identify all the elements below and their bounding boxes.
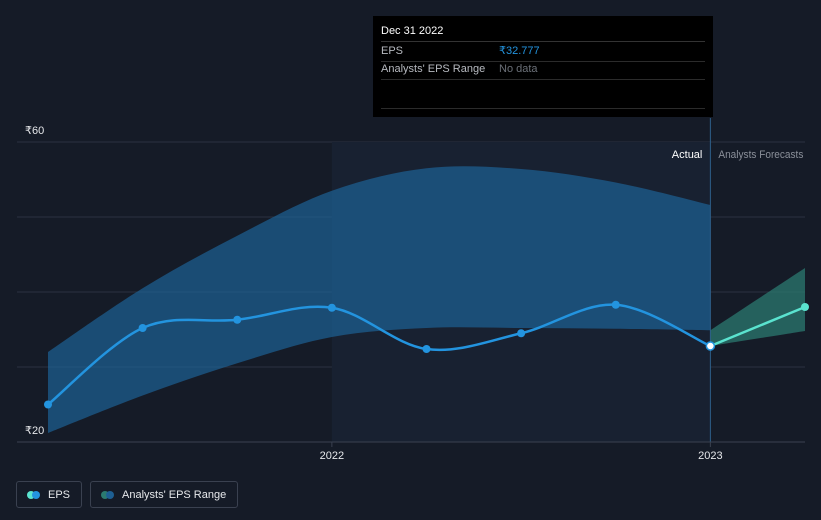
tooltip-range-label: Analysts' EPS Range xyxy=(381,63,486,75)
analysts-forecasts-label: Analysts Forecasts xyxy=(718,149,803,161)
eps-point[interactable] xyxy=(327,303,336,312)
tooltip-date: Dec 31 2022 xyxy=(381,24,705,42)
eps-legend-icon xyxy=(27,490,41,499)
tooltip-row-eps: EPS ₹32.777 xyxy=(381,44,705,62)
eps-point[interactable] xyxy=(422,345,431,353)
legend-eps[interactable]: EPS xyxy=(16,481,83,508)
x-tick-label: 2023 xyxy=(698,450,722,462)
eps-point[interactable] xyxy=(138,324,147,332)
x-tick-label: 2022 xyxy=(320,450,344,462)
forecast-eps-range-area xyxy=(710,268,805,346)
eps-forecast-line xyxy=(709,305,806,348)
analysts-eps-range-area xyxy=(48,166,711,433)
legend-range-label: Analysts' EPS Range xyxy=(122,488,227,501)
legend-analysts-range[interactable]: Analysts' EPS Range xyxy=(90,481,239,508)
legend: EPS Analysts' EPS Range xyxy=(16,481,239,508)
eps-forecast-point[interactable] xyxy=(801,303,809,311)
eps-points xyxy=(44,300,809,409)
x-axis: 2022 2023 xyxy=(17,441,805,462)
eps-point[interactable] xyxy=(517,329,526,338)
legend-eps-label: EPS xyxy=(48,488,71,501)
tooltip-row-range: Analysts' EPS Range No data xyxy=(381,62,705,80)
tooltip-eps-value: ₹32.777 xyxy=(499,45,540,57)
eps-point[interactable] xyxy=(233,315,242,324)
y-tick-label: ₹20 xyxy=(25,425,44,437)
eps-point-selected[interactable] xyxy=(705,341,716,351)
tooltip-footer-divider xyxy=(381,108,705,109)
y-axis: ₹60 ₹20 xyxy=(25,125,44,437)
tooltip-eps-label: EPS xyxy=(381,45,404,57)
tooltip: Dec 31 2022 EPS ₹32.777 Analysts' EPS Ra… xyxy=(373,16,713,117)
eps-point[interactable] xyxy=(611,300,620,309)
range-legend-icon xyxy=(101,490,115,499)
eps-point[interactable] xyxy=(44,400,52,409)
tooltip-range-value: No data xyxy=(499,63,538,75)
y-tick-label: ₹60 xyxy=(25,125,44,137)
actual-label: Actual xyxy=(672,149,703,161)
